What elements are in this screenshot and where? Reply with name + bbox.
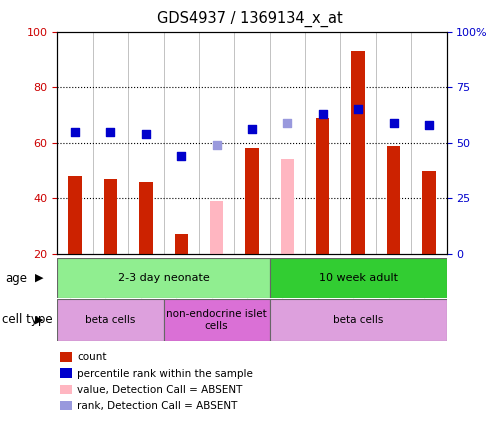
Bar: [164, 299, 269, 341]
Point: [177, 153, 185, 159]
Text: ▶: ▶: [35, 273, 43, 283]
Point: [390, 119, 398, 126]
Text: beta cells: beta cells: [333, 315, 383, 325]
Text: non-endocrine islet
cells: non-endocrine islet cells: [166, 309, 267, 331]
Point: [248, 126, 256, 133]
Text: GDS4937 / 1369134_x_at: GDS4937 / 1369134_x_at: [157, 11, 342, 27]
Text: percentile rank within the sample: percentile rank within the sample: [77, 368, 253, 379]
Bar: [57, 299, 164, 341]
Bar: [280, 159, 294, 254]
Point: [106, 128, 114, 135]
Text: rank, Detection Call = ABSENT: rank, Detection Call = ABSENT: [77, 401, 238, 411]
Point: [354, 106, 362, 113]
Bar: [269, 299, 447, 341]
Text: 2-3 day neonate: 2-3 day neonate: [118, 273, 210, 283]
Bar: [422, 170, 436, 254]
Bar: [68, 176, 82, 254]
Text: count: count: [77, 352, 107, 363]
Point: [425, 121, 433, 128]
Text: ▶: ▶: [35, 315, 43, 325]
Bar: [269, 258, 447, 298]
Bar: [210, 201, 224, 254]
Bar: [387, 146, 400, 254]
Text: age: age: [5, 272, 27, 285]
Bar: [139, 181, 153, 254]
Point: [213, 142, 221, 148]
Bar: [351, 51, 365, 254]
Bar: [57, 258, 269, 298]
Point: [71, 128, 79, 135]
Point: [283, 119, 291, 126]
Text: value, Detection Call = ABSENT: value, Detection Call = ABSENT: [77, 385, 243, 395]
Bar: [246, 148, 258, 254]
Text: cell type: cell type: [2, 313, 53, 326]
Text: beta cells: beta cells: [85, 315, 136, 325]
Text: 10 week adult: 10 week adult: [319, 273, 398, 283]
Bar: [316, 118, 329, 254]
Bar: [104, 179, 117, 254]
Bar: [175, 234, 188, 254]
Point: [319, 110, 327, 117]
Point: [142, 130, 150, 137]
